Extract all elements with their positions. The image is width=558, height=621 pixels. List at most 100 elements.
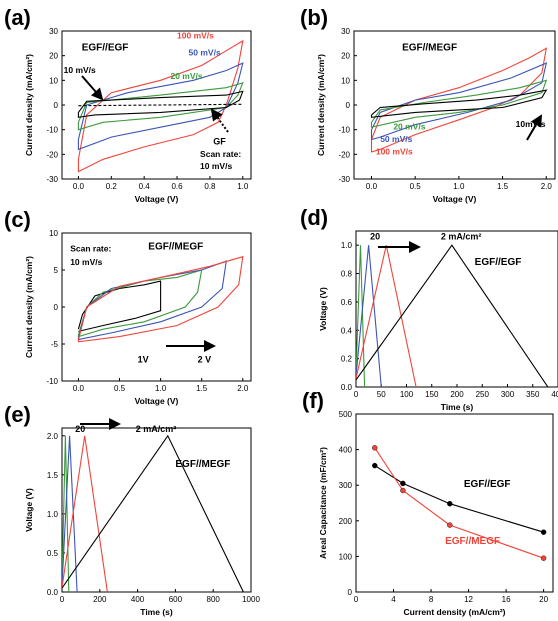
y-tick-label: 0.5 [47, 549, 59, 558]
data-point [447, 522, 453, 528]
panel-label: (d) [300, 205, 328, 230]
panel-label: (a) [4, 5, 31, 30]
series-line-egf-egf [374, 465, 544, 533]
data-point [447, 501, 453, 507]
annotation-text: 20 [370, 232, 380, 242]
x-tick-label: 2.0 [541, 182, 553, 191]
plot-frame [355, 413, 554, 593]
annotation-text: EGF//EGF [464, 479, 511, 490]
x-tick-label: 2.0 [237, 384, 249, 393]
y-tick-label: 20 [341, 52, 350, 61]
annotation-text: 10 mV/s [70, 257, 102, 267]
x-tick-label: 600 [169, 595, 183, 604]
y-tick-label: -20 [46, 150, 58, 159]
panel-b: 0.0 0.5 1.0 1.5 2.0 -30 -20 -10 0 10 20 30 Voltage (… [300, 5, 556, 204]
x-axis-label: Voltage (V) [135, 396, 179, 406]
y-tick-label: 2.0 [47, 432, 59, 441]
annotation-text: 10 mV/s [64, 65, 96, 75]
x-tick-label: 12 [464, 595, 473, 604]
series-line-5 [356, 245, 417, 387]
x-axis-label: Current density (mA/cm²) [403, 607, 505, 617]
series-line-10 [62, 435, 78, 592]
annotation-text: EGF//MEGF [148, 241, 203, 252]
plot-frame [355, 230, 558, 388]
annotation-text: 50 mV/s [380, 134, 412, 144]
annotation-arrows [80, 75, 543, 430]
series-line-10mv-s [370, 89, 548, 118]
x-tick-label: 0 [60, 595, 65, 604]
y-axis-label: Current density (mA/cm²) [24, 256, 34, 358]
y-tick-label: 500 [339, 410, 353, 419]
plot-frame [61, 427, 252, 593]
series-line-2-v [77, 255, 244, 343]
y-axis-label: Current density (mA/cm²) [316, 54, 326, 156]
panel-c: 0.0 0.5 1.0 1.5 2.0 -10 -5 0 5 10 Voltage (V) Curre… [4, 207, 252, 406]
panel-e: 0 200 400 600 800 1000 0.0 0.5 1.0 1.5 2.0 Time (s)… [4, 402, 260, 617]
y-axis-label: Areal Capacitance (mF/cm²) [318, 447, 328, 559]
series-line-20-mv-s [370, 79, 548, 128]
x-tick-label: 20 [539, 595, 548, 604]
y-tick-label: 0.0 [341, 383, 353, 392]
annotation-text: 2 mA/cm² [136, 424, 177, 434]
y-tick-label: 0 [346, 101, 351, 110]
y-tick-label: 0.0 [47, 588, 59, 597]
y-tick-label: 0.8 [341, 270, 353, 279]
arrow-10mvs-a [81, 75, 104, 101]
x-tick-label: 800 [207, 595, 221, 604]
annotation-text: 10 mV/s [200, 161, 232, 171]
y-tick-label: 20 [49, 52, 58, 61]
series-line-100-mv-s [77, 39, 244, 173]
x-tick-label: 0.5 [114, 384, 126, 393]
series-line-egf-megf [374, 447, 544, 559]
series-line-20 [356, 245, 366, 387]
data-point [540, 555, 547, 561]
x-tick-label: 100 [400, 390, 414, 399]
x-tick-label: 0.0 [73, 182, 85, 191]
x-axis-label: Voltage (V) [433, 194, 477, 204]
y-tick-label: 0.4 [341, 326, 353, 335]
y-tick-label: 200 [339, 517, 353, 526]
x-tick-label: 0.0 [73, 384, 85, 393]
y-tick-label: -10 [46, 126, 58, 135]
x-tick-label: 0.5 [410, 182, 422, 191]
y-axis-label: Current density (mA/cm²) [24, 54, 34, 156]
y-tick-label: 5 [54, 266, 59, 275]
x-tick-label: 1.0 [237, 182, 249, 191]
y-tick-label: 100 [339, 552, 353, 561]
y-tick-label: -10 [46, 377, 58, 386]
x-tick-label: 0 [354, 595, 359, 604]
x-tick-label: 8 [429, 595, 434, 604]
x-tick-label: 150 [425, 390, 439, 399]
annotation-text: 20 [75, 424, 85, 434]
y-tick-label: 0.6 [341, 298, 353, 307]
x-tick-label: 400 [131, 595, 145, 604]
annotation-text: 1V [138, 355, 149, 365]
x-tick-label: 0.6 [171, 182, 183, 191]
y-tick-label: 10 [49, 229, 58, 238]
x-tick-label: 1.5 [497, 182, 509, 191]
panel-label: (b) [300, 5, 328, 30]
data-point [540, 529, 547, 535]
annotation-text: EGF//MEGF [402, 43, 457, 54]
x-axis-label: Voltage (V) [135, 194, 179, 204]
series-line-1-8-v [77, 260, 227, 341]
y-tick-label: 1.5 [47, 471, 59, 480]
series-line-1-5-v [77, 269, 203, 338]
annotation-text: EGF//EGF [475, 257, 522, 268]
y-tick-label: 0 [54, 303, 59, 312]
y-tick-label: 30 [49, 27, 58, 36]
series-line-20 [62, 435, 70, 592]
series-line-2 [356, 244, 549, 387]
y-tick-label: 1.0 [47, 510, 59, 519]
y-tick-label: 0 [348, 588, 353, 597]
annotation-text: GF [213, 136, 226, 146]
annotation-text: 2 V [198, 355, 212, 365]
x-tick-label: 400 [551, 390, 558, 399]
x-axis-label: Time (s) [140, 607, 173, 617]
series-line-100-mv-s [370, 47, 548, 153]
y-tick-label: 0 [54, 101, 59, 110]
plot-frame [61, 232, 252, 382]
panel-label: (e) [4, 402, 31, 427]
